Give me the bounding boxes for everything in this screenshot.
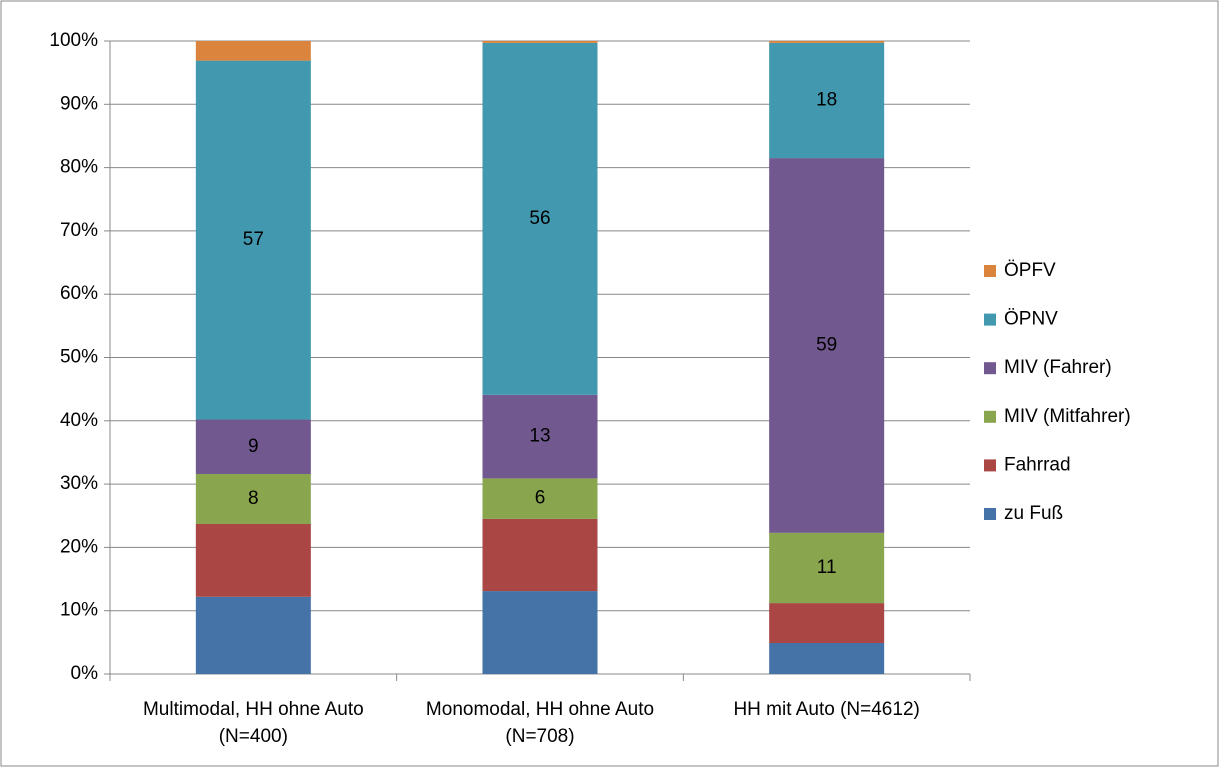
bar-segment [769, 603, 885, 643]
x-tick-label: HH mit Auto (N=4612) [733, 699, 920, 720]
data-label: 6 [535, 488, 546, 509]
bar-segment [195, 41, 311, 61]
bar-segment [195, 596, 311, 674]
legend-swatch [984, 459, 996, 472]
legend-label: ÖPFV [1004, 260, 1056, 281]
legend-swatch [984, 508, 996, 520]
data-label: 9 [248, 436, 259, 457]
data-label: 59 [816, 334, 837, 355]
bar-segment [482, 518, 598, 592]
y-tick-label: 70% [60, 220, 98, 241]
data-label: 18 [816, 90, 837, 111]
x-tick-label: Monomodal, HH ohne Auto (N=708) [425, 699, 655, 747]
y-tick-label: 40% [60, 410, 98, 431]
y-tick-label: 80% [60, 157, 98, 178]
legend-label: MIV (Fahrer) [1004, 357, 1112, 378]
legend-label: zu Fuß [1004, 503, 1063, 524]
x-tick-label: Multimodal, HH ohne Auto (N=400) [142, 699, 364, 747]
data-label: 56 [529, 208, 550, 229]
bar-segment [195, 473, 311, 524]
legend-swatch [984, 410, 996, 423]
y-tick-label: 20% [60, 536, 98, 557]
bar-segment [195, 419, 311, 474]
data-label: 8 [248, 488, 259, 509]
bar-segment [195, 523, 311, 597]
legend-swatch [984, 265, 996, 277]
data-label: 13 [529, 426, 550, 447]
y-tick-label: 100% [49, 30, 98, 51]
bar-segment [482, 42, 598, 395]
y-tick-label: 50% [60, 347, 98, 368]
bar-segment [769, 42, 885, 159]
bar-segment [195, 60, 311, 420]
bar-segment [482, 478, 598, 519]
bar-segment [769, 532, 885, 604]
bar-segment [482, 394, 598, 479]
legend-swatch [984, 313, 996, 326]
bar-segment [482, 41, 598, 43]
data-label: 57 [243, 229, 264, 250]
y-tick-label: 90% [60, 93, 98, 114]
data-label: 11 [817, 557, 837, 578]
bar-segment [482, 591, 598, 674]
bar-segment [769, 41, 885, 43]
y-tick-label: 10% [60, 600, 98, 621]
legend-label: MIV (Mitfahrer) [1004, 406, 1131, 427]
bar-segment [769, 158, 885, 533]
legend-label: Fahrrad [1004, 454, 1071, 475]
legend-swatch [984, 362, 996, 375]
legend-label: ÖPNV [1004, 309, 1058, 330]
y-tick-label: 30% [60, 473, 98, 494]
y-tick-label: 60% [60, 283, 98, 304]
y-tick-label: 0% [71, 663, 99, 684]
bar-segment [769, 642, 885, 674]
